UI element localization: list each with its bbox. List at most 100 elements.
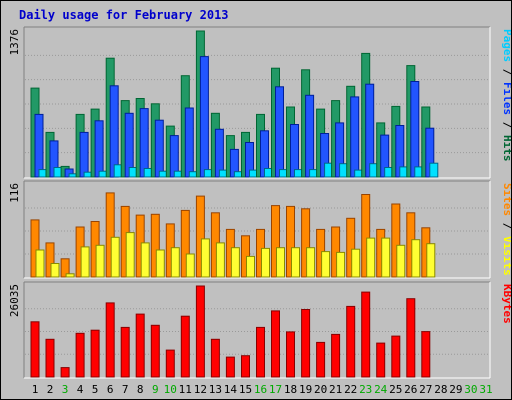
bar-visits-day-18	[286, 205, 295, 278]
bar-kbytes-day-2	[45, 338, 55, 378]
bar-files-day-4	[79, 131, 89, 178]
bar-sites-day-13	[215, 242, 225, 278]
bar-kbytes-day-7	[120, 326, 130, 378]
axis-label-part: Sites	[501, 183, 511, 216]
bar-kbytes-day-16	[256, 326, 265, 378]
day-label-5: 5	[92, 383, 99, 396]
bar-kbytes-day-14	[225, 356, 235, 378]
bar-sites-day-20	[321, 251, 331, 278]
bar-sites-day-15	[246, 255, 255, 278]
ymax-label-kbytes: 26035	[8, 284, 21, 317]
day-label-20: 20	[314, 383, 327, 396]
bar-kbytes-day-9	[150, 324, 160, 378]
bar-kbytes-day-22	[346, 305, 356, 378]
bar-sites-day-4	[80, 246, 90, 278]
chart-title: Daily usage for February 2013	[19, 8, 229, 22]
bar-files-day-6	[109, 85, 119, 178]
bar-sites-day-8	[140, 242, 150, 278]
axis-label-part: Visits	[501, 236, 511, 276]
axis-label-part: Files	[501, 82, 511, 115]
bar-kbytes-day-17	[271, 310, 280, 378]
bar-sites-day-26	[411, 239, 421, 278]
bar-sites-day-21	[336, 251, 346, 278]
axis-label-part: /	[501, 115, 511, 135]
bar-visits-day-2	[45, 242, 55, 278]
bar-visits-day-11	[180, 209, 190, 278]
day-label-1: 1	[32, 383, 39, 396]
axis-label-part: Pages	[501, 29, 511, 62]
bar-sites-day-12	[200, 238, 210, 278]
axis-label-part: /	[501, 62, 511, 82]
day-label-31: 31	[479, 383, 492, 396]
bar-visits-day-6	[105, 192, 115, 278]
bar-sites-day-18	[291, 247, 300, 278]
bar-kbytes-day-13	[210, 338, 220, 378]
bar-sites-day-9	[155, 249, 165, 278]
bar-files-day-9	[154, 119, 164, 178]
bar-kbytes-day-21	[331, 333, 341, 378]
day-label-12: 12	[194, 383, 207, 396]
bar-files-day-23	[365, 83, 375, 178]
bar-files-day-17	[275, 86, 284, 178]
bar-sites-day-1	[35, 249, 45, 278]
bar-files-day-8	[139, 108, 149, 178]
day-label-9: 9	[152, 383, 159, 396]
day-label-27: 27	[419, 383, 432, 396]
bar-sites-day-27	[426, 243, 436, 278]
day-label-16: 16	[254, 383, 267, 396]
bar-kbytes-day-5	[90, 329, 100, 378]
day-label-7: 7	[122, 383, 129, 396]
bar-sites-day-3	[65, 273, 75, 278]
bar-sites-day-22	[351, 248, 361, 278]
day-label-28: 28	[434, 383, 447, 396]
bar-visits-day-3	[60, 258, 70, 278]
bar-files-day-26	[410, 81, 420, 178]
bar-visits-day-22	[346, 217, 356, 278]
bar-kbytes-day-19	[301, 309, 311, 378]
axis-label-visits: Sites / Visits	[501, 183, 511, 276]
bar-visits-day-1	[30, 219, 40, 278]
bar-kbytes-day-15	[241, 355, 250, 378]
bar-sites-day-6	[110, 236, 120, 278]
bar-sites-day-10	[170, 247, 180, 278]
bar-sites-day-16	[261, 247, 270, 278]
day-label-23: 23	[359, 383, 372, 396]
bar-kbytes-day-23	[361, 291, 371, 378]
ymax-label-hits: 1376	[8, 29, 21, 56]
bar-sites-day-24	[381, 237, 391, 278]
day-label-15: 15	[239, 383, 252, 396]
bar-visits-day-12	[195, 195, 205, 278]
day-label-18: 18	[284, 383, 297, 396]
day-label-17: 17	[269, 383, 282, 396]
bar-sites-day-14	[230, 247, 240, 278]
bar-sites-day-5	[95, 244, 105, 278]
day-label-26: 26	[404, 383, 417, 396]
axis-label-part: /	[501, 216, 511, 236]
bar-kbytes-day-26	[406, 298, 416, 378]
bar-files-day-22	[350, 96, 360, 178]
bar-files-day-1	[34, 113, 44, 178]
bar-visits-day-25	[391, 203, 401, 278]
bar-files-day-11	[184, 107, 194, 178]
day-label-22: 22	[344, 383, 357, 396]
axis-label-part: Hits	[501, 135, 511, 162]
bar-files-day-12	[199, 56, 209, 178]
bar-sites-day-7	[125, 232, 135, 278]
day-label-8: 8	[137, 383, 144, 396]
bar-kbytes-day-10	[165, 349, 175, 378]
bar-kbytes-day-20	[316, 341, 326, 378]
day-label-2: 2	[47, 383, 54, 396]
day-label-19: 19	[299, 383, 312, 396]
bar-pages-day-27	[429, 162, 439, 178]
day-label-29: 29	[449, 383, 462, 396]
day-label-4: 4	[77, 383, 84, 396]
bar-kbytes-day-4	[75, 332, 85, 378]
bar-kbytes-day-12	[195, 285, 205, 378]
day-label-10: 10	[164, 383, 177, 396]
day-label-24: 24	[374, 383, 388, 396]
bar-sites-day-2	[50, 263, 60, 278]
axis-label-kbytes: KBytes	[501, 284, 511, 324]
day-label-11: 11	[179, 383, 192, 396]
